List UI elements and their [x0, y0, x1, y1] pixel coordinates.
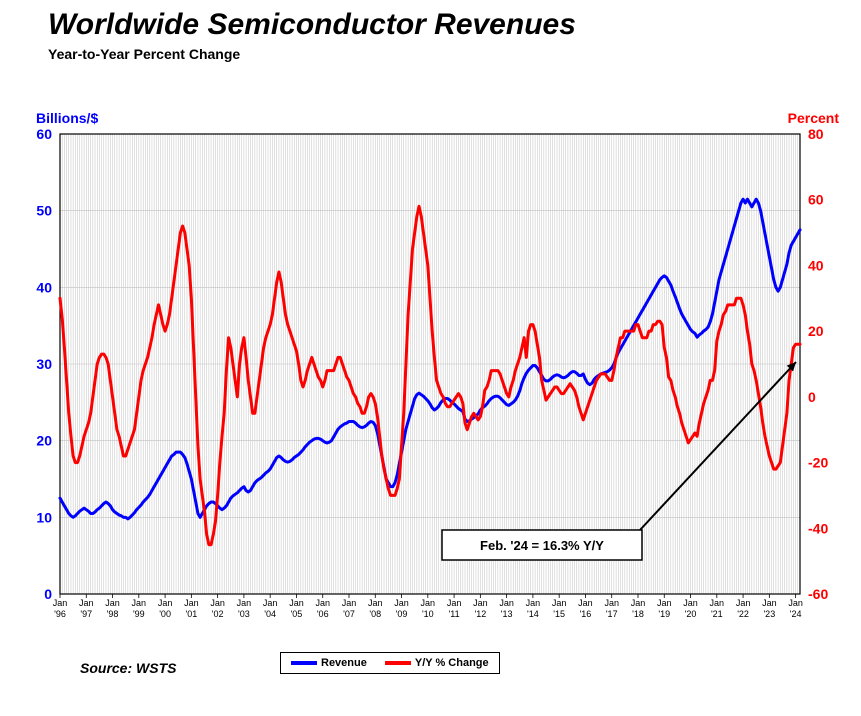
- svg-text:Jan: Jan: [263, 598, 278, 608]
- legend-item-yoy: Y/Y % Change: [385, 657, 489, 669]
- svg-text:Jan: Jan: [473, 598, 488, 608]
- svg-text:Jan: Jan: [683, 598, 698, 608]
- svg-text:'17: '17: [606, 609, 618, 619]
- svg-text:Jan: Jan: [552, 598, 567, 608]
- svg-text:'05: '05: [291, 609, 303, 619]
- svg-text:'00: '00: [159, 609, 171, 619]
- svg-text:Jan: Jan: [762, 598, 777, 608]
- svg-text:20: 20: [36, 433, 52, 449]
- svg-text:'02: '02: [212, 609, 224, 619]
- svg-text:'23: '23: [763, 609, 775, 619]
- svg-text:Jan: Jan: [526, 598, 541, 608]
- svg-text:Jan: Jan: [342, 598, 357, 608]
- legend-item-revenue: Revenue: [291, 657, 367, 669]
- svg-text:0: 0: [808, 389, 816, 405]
- svg-text:'12: '12: [474, 609, 486, 619]
- svg-text:Jan: Jan: [237, 598, 252, 608]
- svg-text:Jan: Jan: [631, 598, 646, 608]
- svg-text:Jan: Jan: [368, 598, 383, 608]
- svg-text:Jan: Jan: [315, 598, 330, 608]
- svg-text:'22: '22: [737, 609, 749, 619]
- svg-text:Jan: Jan: [394, 598, 409, 608]
- svg-text:'06: '06: [317, 609, 329, 619]
- svg-text:Jan: Jan: [210, 598, 225, 608]
- svg-text:'07: '07: [343, 609, 355, 619]
- source-label: Source: WSTS: [80, 660, 176, 676]
- svg-text:'96: '96: [54, 609, 66, 619]
- svg-text:Jan: Jan: [788, 598, 803, 608]
- legend-swatch-revenue: [291, 661, 317, 665]
- svg-text:-40: -40: [808, 520, 828, 536]
- svg-text:'24: '24: [790, 609, 802, 619]
- svg-text:Jan: Jan: [289, 598, 304, 608]
- svg-text:20: 20: [808, 323, 824, 339]
- svg-text:60: 60: [36, 126, 52, 142]
- svg-text:'01: '01: [185, 609, 197, 619]
- svg-text:'09: '09: [396, 609, 408, 619]
- svg-text:Jan: Jan: [499, 598, 514, 608]
- svg-text:-20: -20: [808, 455, 828, 471]
- svg-text:'21: '21: [711, 609, 723, 619]
- svg-text:'08: '08: [369, 609, 381, 619]
- svg-text:'04: '04: [264, 609, 276, 619]
- legend-label-revenue: Revenue: [321, 657, 367, 669]
- svg-text:Jan: Jan: [184, 598, 199, 608]
- svg-text:'11: '11: [449, 609, 460, 619]
- svg-text:80: 80: [808, 126, 824, 142]
- svg-text:60: 60: [808, 192, 824, 208]
- chart-container: Worldwide Semiconductor Revenues Year-to…: [0, 0, 861, 716]
- svg-text:'19: '19: [658, 609, 670, 619]
- svg-text:Jan: Jan: [53, 598, 68, 608]
- legend-swatch-yoy: [385, 661, 411, 665]
- svg-text:Jan: Jan: [158, 598, 173, 608]
- svg-text:Jan: Jan: [657, 598, 672, 608]
- svg-text:'97: '97: [80, 609, 92, 619]
- svg-text:'20: '20: [685, 609, 697, 619]
- chart-svg: 0102030405060-60-40-20020406080Jan'96Jan…: [0, 0, 861, 716]
- svg-text:Jan: Jan: [578, 598, 593, 608]
- svg-text:40: 40: [36, 279, 52, 295]
- svg-text:'99: '99: [133, 609, 145, 619]
- svg-text:Jan: Jan: [421, 598, 436, 608]
- svg-text:Jan: Jan: [105, 598, 120, 608]
- svg-text:40: 40: [808, 257, 824, 273]
- svg-text:Jan: Jan: [604, 598, 619, 608]
- svg-text:Jan: Jan: [736, 598, 751, 608]
- svg-text:-60: -60: [808, 586, 828, 602]
- svg-text:'98: '98: [107, 609, 119, 619]
- svg-text:'15: '15: [553, 609, 565, 619]
- svg-text:'14: '14: [527, 609, 539, 619]
- svg-text:Jan: Jan: [79, 598, 94, 608]
- svg-text:0: 0: [44, 586, 52, 602]
- legend: Revenue Y/Y % Change: [280, 652, 500, 674]
- svg-text:'18: '18: [632, 609, 644, 619]
- legend-label-yoy: Y/Y % Change: [415, 657, 489, 669]
- svg-text:10: 10: [36, 509, 52, 525]
- svg-text:'10: '10: [422, 609, 434, 619]
- svg-text:Jan: Jan: [710, 598, 725, 608]
- svg-text:'13: '13: [501, 609, 513, 619]
- svg-text:30: 30: [36, 356, 52, 372]
- svg-text:Feb. '24 = 16.3% Y/Y: Feb. '24 = 16.3% Y/Y: [480, 538, 604, 553]
- svg-text:'03: '03: [238, 609, 250, 619]
- svg-text:50: 50: [36, 203, 52, 219]
- svg-text:'16: '16: [580, 609, 592, 619]
- svg-text:Jan: Jan: [447, 598, 462, 608]
- svg-text:Jan: Jan: [132, 598, 147, 608]
